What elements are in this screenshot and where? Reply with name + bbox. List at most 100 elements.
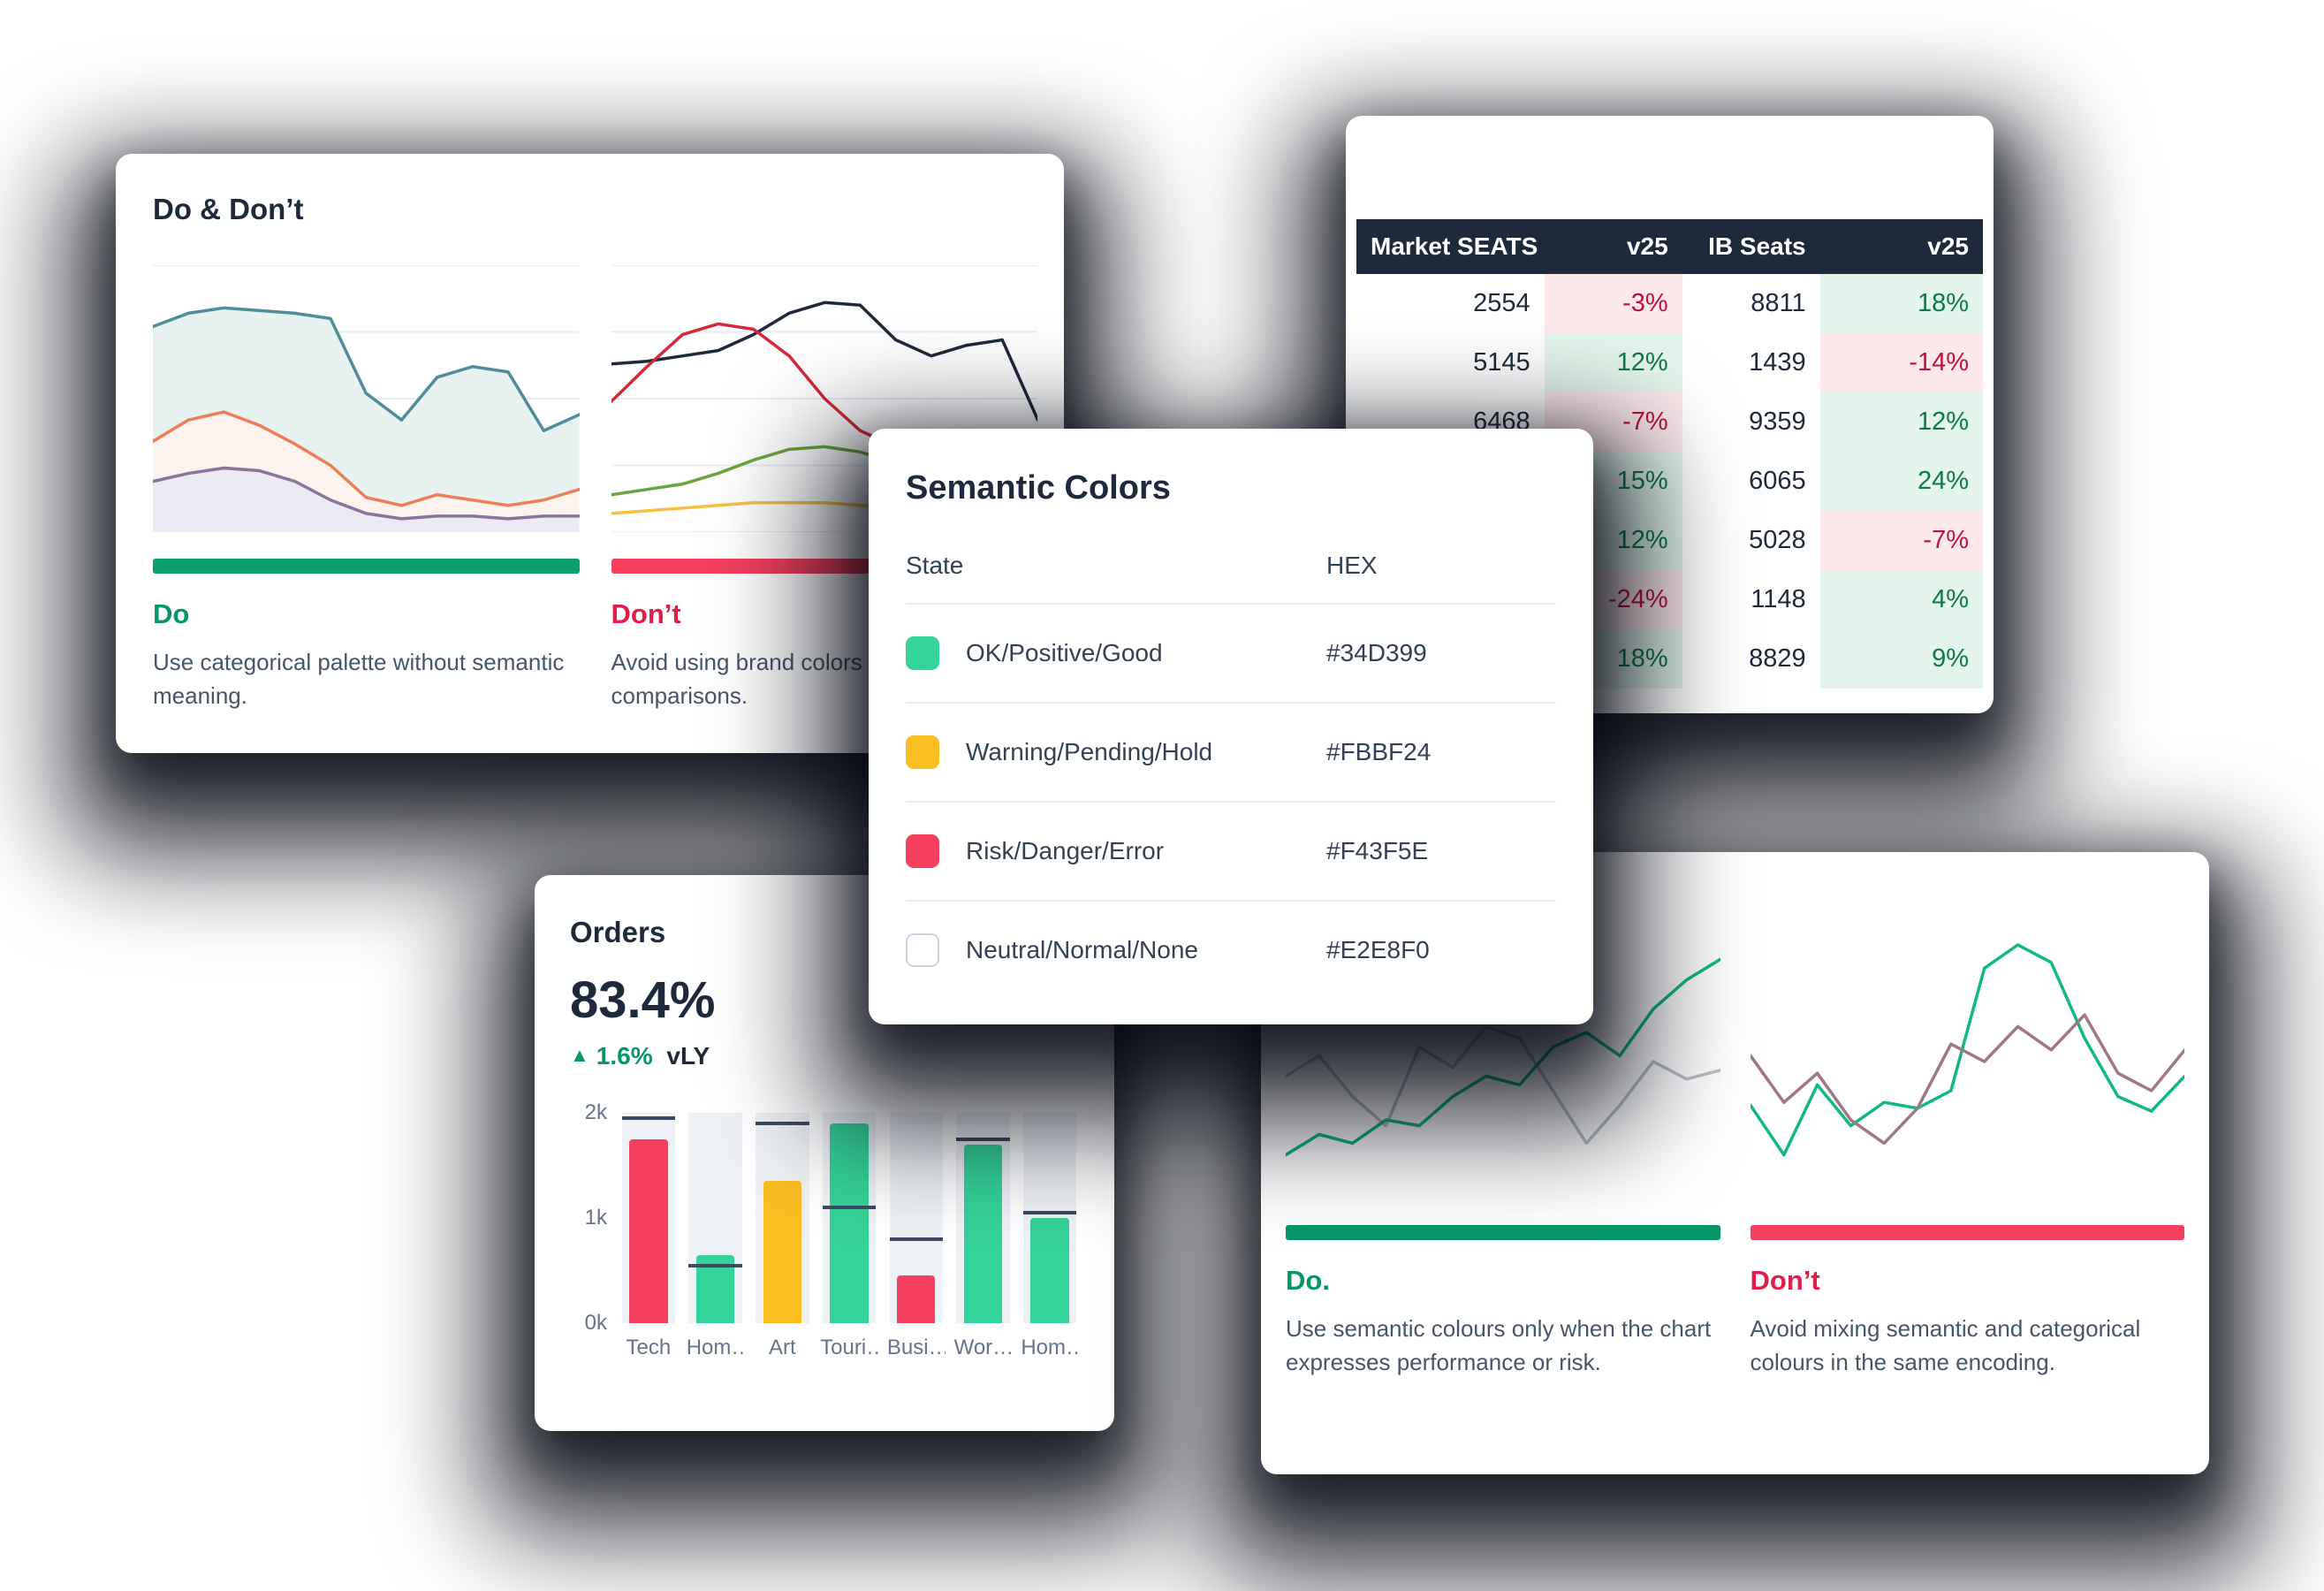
pct-cell: 12% <box>1819 392 1983 452</box>
y-axis: 2k 1k 0k <box>570 1100 614 1335</box>
bar-column <box>687 1113 745 1323</box>
seats-table: Market SEATS v25 IB Seats v25 2554 -3% 881… <box>1356 219 1983 689</box>
bar <box>963 1144 1003 1323</box>
state-label: Warning/Pending/Hold <box>966 738 1213 765</box>
hex-value: #E2E8F0 <box>1326 936 1430 963</box>
state-column-header: State <box>906 552 964 579</box>
value-cell: 9359 <box>1749 407 1806 436</box>
value-cell: 1439 <box>1749 348 1806 377</box>
x-label: Touri… <box>820 1336 878 1359</box>
categorical-area-chart <box>153 265 580 532</box>
benchmark-line <box>756 1121 809 1125</box>
state-label: Risk/Danger/Error <box>966 837 1165 864</box>
series-line-navy <box>611 302 1038 420</box>
bar <box>897 1275 936 1323</box>
col-header-v25-ib: v25 <box>1819 219 1983 274</box>
bar <box>629 1138 668 1323</box>
x-label: Art <box>768 1336 796 1359</box>
do-label: Do <box>153 598 190 629</box>
value-cell: 6065 <box>1749 467 1806 495</box>
benchmark-line <box>1022 1211 1077 1215</box>
semantic-dont-rule <box>1750 1225 2184 1240</box>
bar-column <box>954 1113 1013 1323</box>
bar-column <box>753 1113 811 1323</box>
state-label: OK/Positive/Good <box>966 639 1163 666</box>
col-header-ib-seats: IB Seats <box>1682 219 1820 274</box>
semantic-colors-header: State HEX <box>906 552 1556 603</box>
semantic-color-row: Neutral/Normal/None #E2E8F0 <box>906 900 1556 999</box>
pct-cell: 4% <box>1819 570 1983 629</box>
do-panel: Do Use categorical palette without seman… <box>153 265 580 712</box>
bar <box>830 1123 869 1323</box>
y-tick: 2k <box>584 1100 607 1124</box>
orders-bar-chart: 2k 1k 0k Tech Hom… Art Touri… Busi… Wor… Hom… <box>570 1100 1080 1360</box>
x-label: Busi… <box>886 1336 946 1359</box>
benchmark-line <box>956 1137 1010 1141</box>
color-swatch-icon <box>906 834 939 868</box>
color-swatch-icon <box>906 933 939 967</box>
do-dont-title: Do & Don’t <box>153 193 304 225</box>
semantic-color-row: Risk/Danger/Error #F43F5E <box>906 801 1556 900</box>
x-labels: Tech Hom… Art Touri… Busi… Wor… Hom… <box>619 1336 1080 1360</box>
table-body: 2554 -3% 8811 18% 5145 12% 1439 -14% 6468 -7% 9359… <box>1356 274 1983 689</box>
series-line-green <box>1751 945 2185 1155</box>
col-header-v25-market: v25 <box>1544 219 1682 274</box>
semantic-do-chart <box>1286 916 1720 1207</box>
color-swatch-icon <box>906 735 939 769</box>
table-header-row: Market SEATS v25 IB Seats v25 <box>1356 219 1983 274</box>
x-label: Tech <box>626 1336 672 1359</box>
series-line-gray <box>1286 1026 1720 1143</box>
table-row: 15% 6065 24% <box>1356 452 1983 511</box>
orders-title: Orders <box>570 916 666 948</box>
semantic-colors-title: Semantic Colors <box>906 469 1171 506</box>
chart-svg <box>1286 916 1720 1207</box>
state-label: Neutral/Normal/None <box>966 936 1198 963</box>
col-header-market-seats: Market SEATS <box>1356 219 1545 274</box>
pct-cell: 9% <box>1819 629 1983 689</box>
table-row: 2554 -3% 8811 18% <box>1356 274 1983 333</box>
table-row: 6468 -7% 9359 12% <box>1356 392 1983 452</box>
semantic-dont-panel: Don’t Avoid mixing semantic and categori… <box>1750 916 2185 1379</box>
bar <box>1030 1218 1069 1323</box>
x-label: Hom… <box>1021 1336 1079 1359</box>
series-line-mauve <box>1751 1015 2185 1143</box>
pct-cell: -7% <box>1819 511 1983 570</box>
hex-value: #34D399 <box>1326 639 1427 666</box>
pct-cell: -14% <box>1819 333 1983 392</box>
value-cell: 1148 <box>1751 585 1806 613</box>
semantic-dont-chart <box>1751 916 2185 1207</box>
y-tick: 1k <box>584 1206 607 1229</box>
benchmark-line <box>688 1263 742 1267</box>
value-cell: 8811 <box>1751 289 1806 317</box>
x-label: Hom… <box>686 1336 745 1359</box>
bar-column <box>619 1113 678 1323</box>
chart-svg <box>1751 916 2185 1207</box>
value-cell: 5028 <box>1749 526 1806 554</box>
x-label: Wor… <box>953 1336 1013 1359</box>
benchmark-line <box>889 1237 943 1241</box>
orders-card: Orders 83.4% ▲ 1.6% vLY 2k 1k 0k Tech Hom… Art… <box>535 875 1114 1431</box>
table-row: -24% 1148 4% <box>1356 570 1983 629</box>
hex-value: #FBBF24 <box>1326 738 1432 765</box>
delta-value: 1.6% <box>596 1042 653 1070</box>
orders-kpi: 83.4% <box>570 971 716 1029</box>
series-line-green <box>1286 960 1720 1155</box>
semantic-colors-rows: OK/Positive/Good #34D399 Warning/Pending/H… <box>906 603 1556 999</box>
value-cell: 2554 <box>1473 289 1530 317</box>
hex-value: #F43F5E <box>1326 837 1429 864</box>
benchmark-line <box>822 1206 877 1210</box>
bar-column <box>887 1113 946 1323</box>
bar-column <box>1021 1113 1079 1323</box>
benchmark-line <box>621 1115 676 1120</box>
semantic-colors-card: Semantic Colors State HEX OK/Positive/Go… <box>869 429 1593 1024</box>
series-line-orange <box>153 412 580 506</box>
bar <box>763 1181 801 1323</box>
do-description: Use categorical palette without semantic… <box>153 649 565 709</box>
hex-column-header: HEX <box>1326 552 1378 579</box>
bar-plot <box>619 1113 1079 1323</box>
semantic-do-rule <box>1286 1225 1720 1240</box>
do-rule <box>153 559 580 574</box>
semantic-dont-description: Avoid mixing semantic and categorical co… <box>1750 1315 2141 1375</box>
y-tick: 0k <box>584 1311 607 1335</box>
